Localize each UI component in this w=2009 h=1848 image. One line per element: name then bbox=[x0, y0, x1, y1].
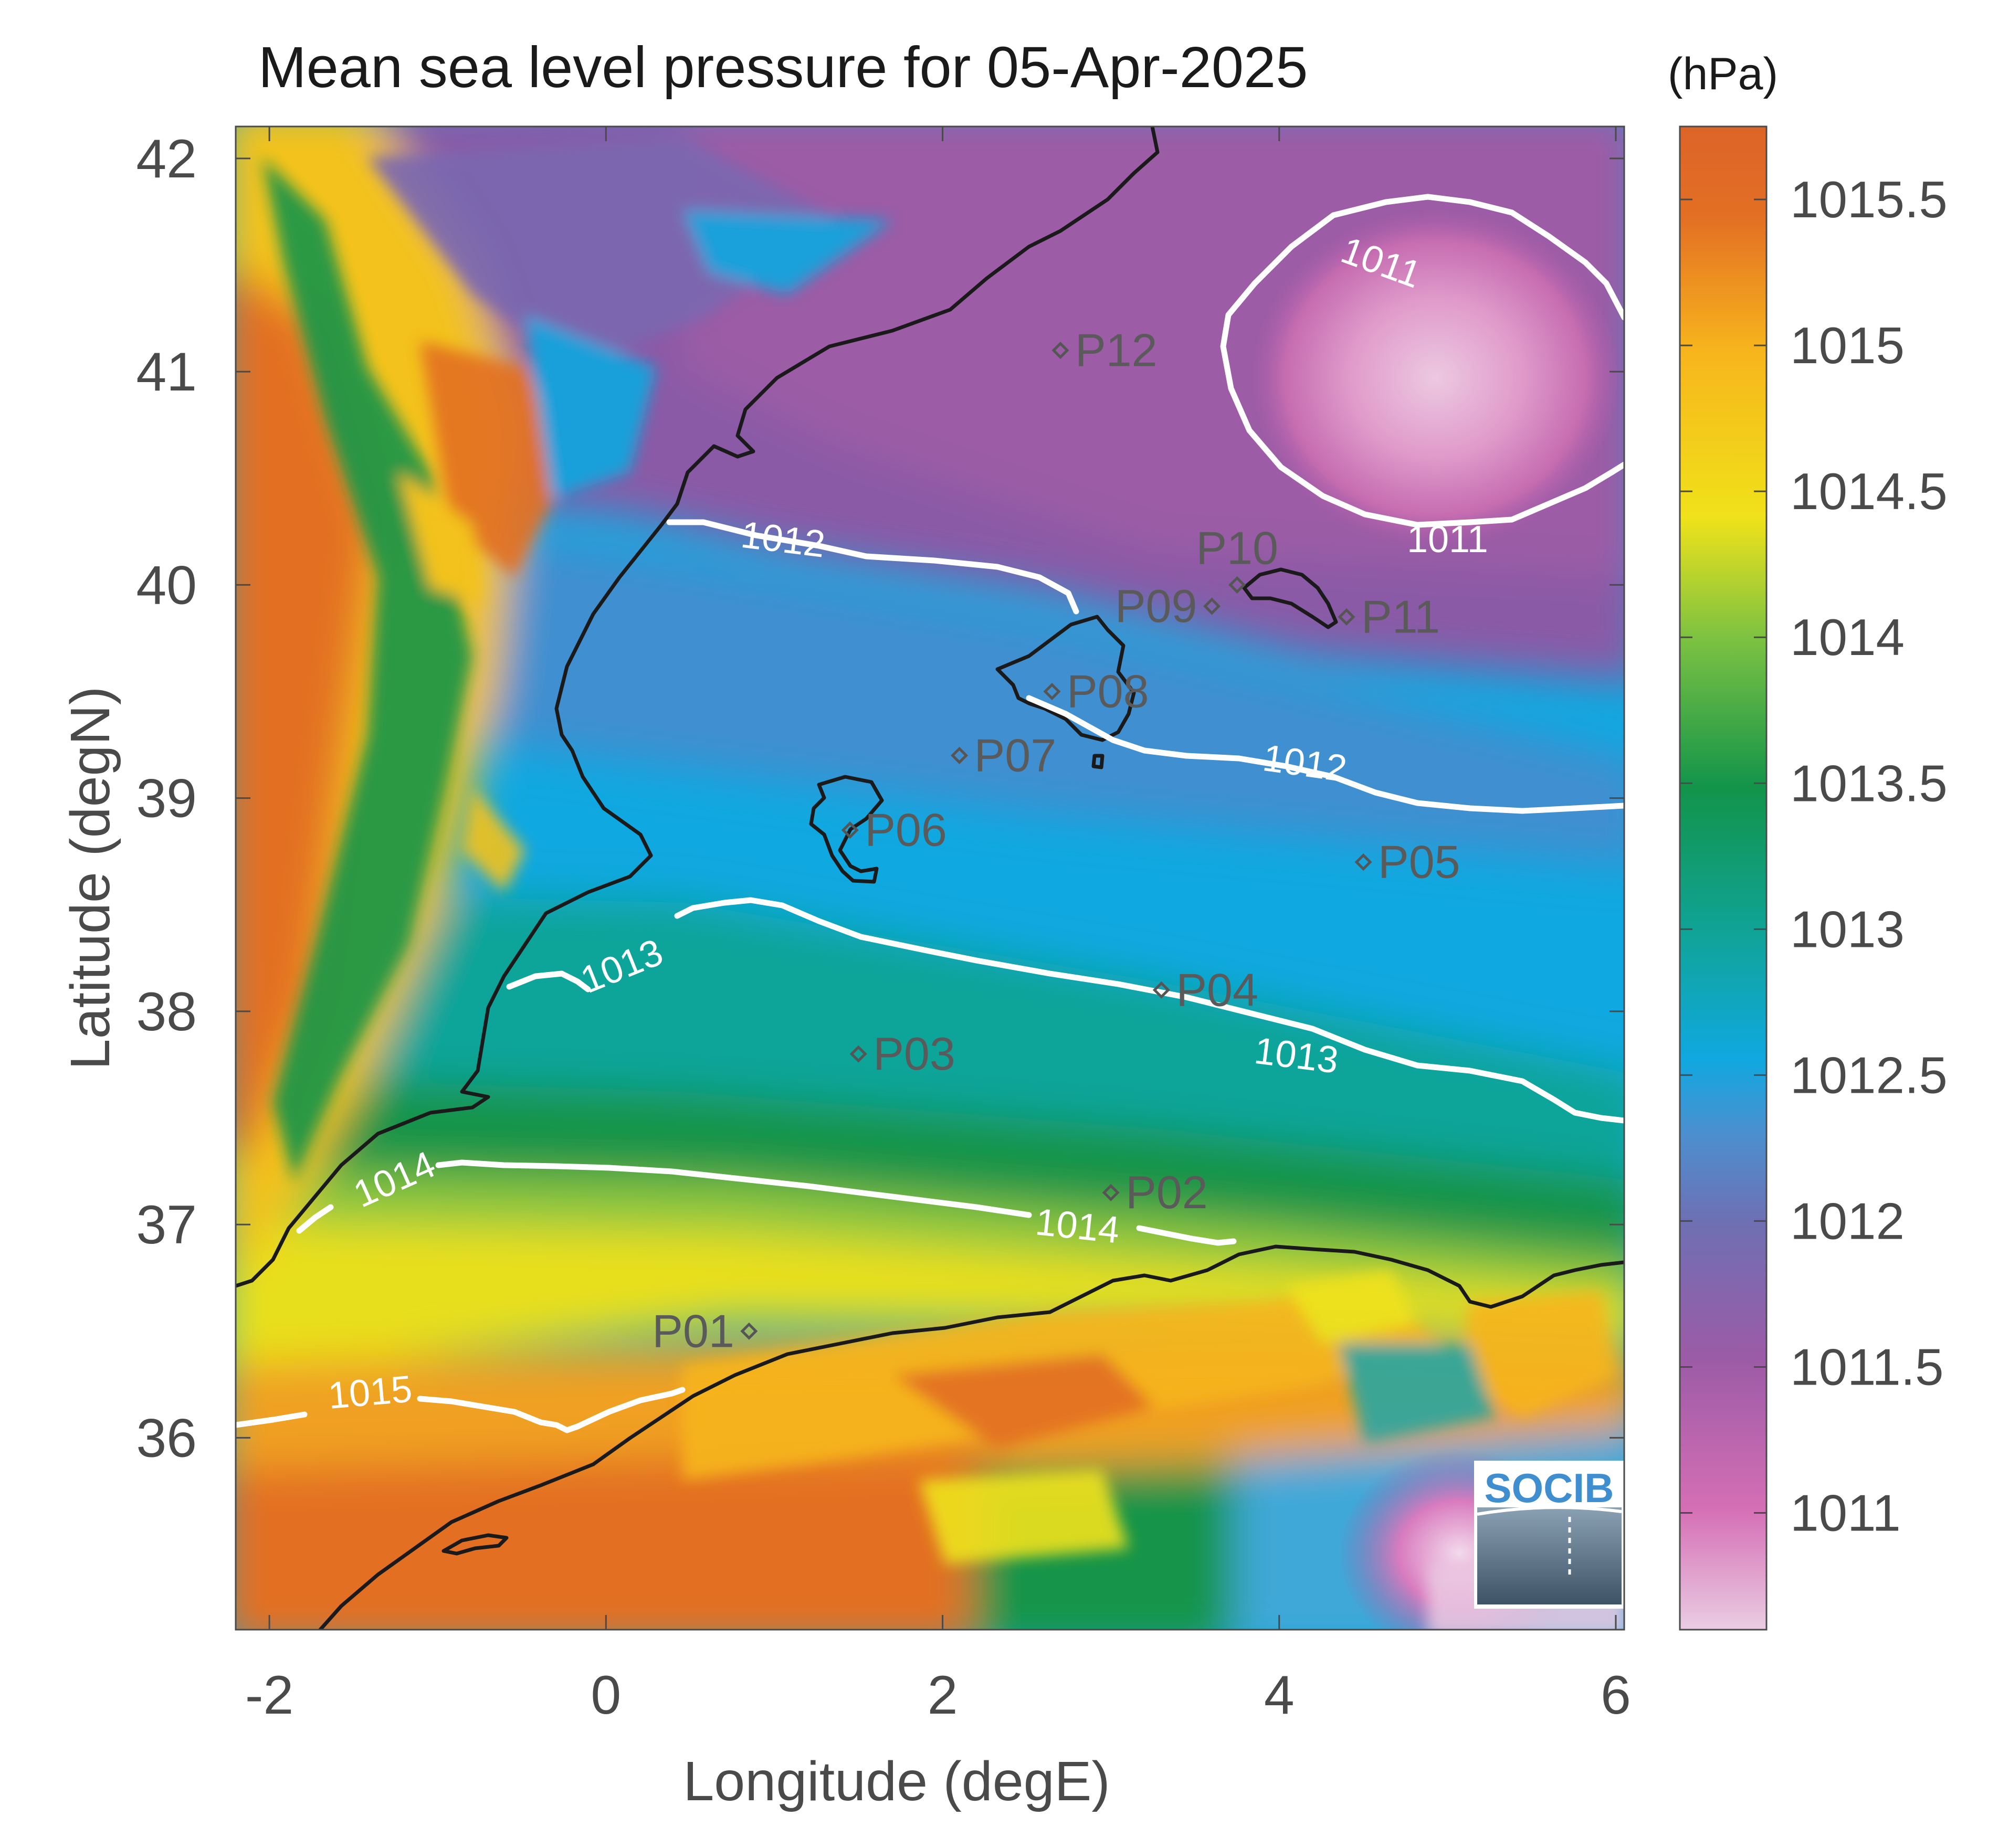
isobar-1013 bbox=[506, 897, 1624, 1124]
colorbar-tick-label: 1014 bbox=[1790, 608, 1905, 666]
station-label: P04 bbox=[1176, 964, 1258, 1016]
logo-text: SOCIB bbox=[1484, 1465, 1614, 1511]
station-marker-icon[interactable] bbox=[841, 821, 859, 839]
station-marker-icon[interactable] bbox=[1102, 1184, 1120, 1201]
station-marker-icon[interactable] bbox=[1354, 853, 1372, 871]
colorbar-tick-label: 1015 bbox=[1790, 316, 1905, 374]
station-label: P11 bbox=[1361, 590, 1440, 642]
ibiza-coastline bbox=[809, 775, 884, 884]
socib-logo: SOCIB bbox=[1474, 1461, 1624, 1609]
colorbar bbox=[1679, 125, 1768, 1631]
colorbar-tick-label: 1013.5 bbox=[1790, 754, 1948, 812]
colorbar-tick-label: 1012 bbox=[1790, 1192, 1905, 1250]
x-tick-label: 0 bbox=[591, 1665, 621, 1726]
coastlines bbox=[236, 126, 1624, 1630]
logo-water-icon bbox=[1477, 1507, 1622, 1604]
station-label: P02 bbox=[1126, 1166, 1208, 1218]
x-tick-label: -2 bbox=[245, 1665, 293, 1726]
station-label: P05 bbox=[1378, 836, 1460, 888]
y-axis-ticks: 36 37 38 39 40 41 42 bbox=[136, 129, 1624, 1469]
isobars bbox=[236, 194, 1624, 1433]
isobar-1014 bbox=[296, 1159, 1237, 1246]
logo-wave-icon bbox=[1477, 1506, 1622, 1516]
station-marker-icon[interactable] bbox=[849, 1045, 867, 1063]
colorbar-tick-label: 1014.5 bbox=[1790, 462, 1948, 520]
station-marker-icon[interactable] bbox=[1338, 608, 1355, 626]
mallorca-coastline bbox=[995, 615, 1136, 742]
x-tick-label: 2 bbox=[928, 1665, 958, 1726]
station-marker-icon[interactable] bbox=[1152, 981, 1170, 999]
low-pressure-cell bbox=[1239, 205, 1617, 551]
station-label: P03 bbox=[873, 1028, 955, 1080]
colorbar-ticks: 1011 1011.5 1012 1012.5 1013 1013.5 1014 1014.5… bbox=[1680, 171, 1948, 1542]
station-label: P10 bbox=[1196, 522, 1278, 574]
colorbar-tick-label: 1011.5 bbox=[1790, 1338, 1943, 1396]
station-label: P08 bbox=[1067, 666, 1149, 717]
y-tick-label: 36 bbox=[136, 1408, 197, 1469]
y-tick-label: 39 bbox=[136, 768, 197, 829]
colorbar-tick-label: 1011 bbox=[1790, 1484, 1901, 1542]
y-tick-label: 38 bbox=[136, 981, 197, 1042]
x-tick-label: 4 bbox=[1264, 1665, 1295, 1726]
y-tick-label: 41 bbox=[136, 342, 197, 403]
alboran-island-coastline bbox=[441, 1533, 509, 1556]
y-tick-label: 37 bbox=[136, 1195, 197, 1255]
station-label: P07 bbox=[974, 729, 1057, 781]
isobar-label: 1011 bbox=[1407, 519, 1488, 561]
y-tick-label: 42 bbox=[136, 129, 197, 189]
x-tick-label: 6 bbox=[1601, 1665, 1631, 1726]
colorbar-tick-label: 1015.5 bbox=[1790, 171, 1948, 228]
menorca-coastline bbox=[1242, 567, 1338, 629]
x-axis-label: Longitude (degE) bbox=[683, 1750, 1110, 1812]
isobar-label: 1012 bbox=[739, 514, 827, 566]
isobar-1011 bbox=[1220, 194, 1624, 528]
station-label: P09 bbox=[1115, 580, 1197, 632]
station-marker-icon[interactable] bbox=[951, 746, 969, 764]
colorbar-tick-label: 1012.5 bbox=[1790, 1046, 1948, 1104]
station-marker-icon[interactable] bbox=[1043, 683, 1061, 701]
station-label: P12 bbox=[1075, 324, 1158, 376]
station-label: P01 bbox=[652, 1305, 734, 1357]
isobar-1012 bbox=[666, 519, 1624, 814]
iberian-coastline bbox=[236, 126, 1160, 1288]
isobar-label: 1013 bbox=[1252, 1030, 1341, 1082]
y-axis-label: Latitude (degN) bbox=[59, 687, 121, 1070]
x-axis-ticks: -2 0 2 4 6 bbox=[245, 126, 1631, 1726]
cabrera-coastline bbox=[1091, 754, 1105, 769]
station-label: P06 bbox=[865, 804, 947, 856]
colorbar-units: (hPa) bbox=[1668, 49, 1778, 99]
isobar-label: 1015 bbox=[327, 1368, 414, 1417]
colorbar-tick-label: 1013 bbox=[1790, 900, 1905, 958]
isobar-1015 bbox=[236, 1387, 686, 1433]
station-marker-icon[interactable] bbox=[1228, 576, 1246, 594]
plot-frame bbox=[235, 125, 1625, 1631]
station-marker-icon[interactable] bbox=[740, 1322, 758, 1340]
y-tick-label: 40 bbox=[136, 555, 197, 616]
isobar-label: 1014 bbox=[1034, 1201, 1122, 1251]
station-marker-icon[interactable] bbox=[1051, 342, 1069, 360]
chart-title: Mean sea level pressure for 05-Apr-2025 bbox=[258, 35, 1308, 100]
station-marker-icon[interactable] bbox=[1203, 597, 1221, 615]
african-coastline bbox=[318, 1244, 1624, 1630]
